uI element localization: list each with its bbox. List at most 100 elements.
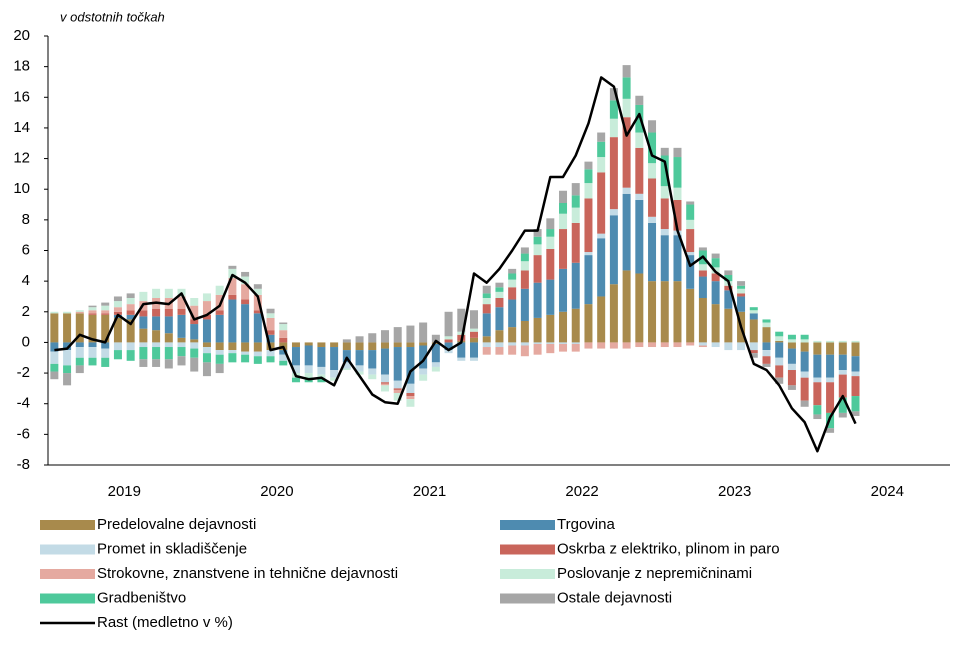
x-tick-label: 2023 bbox=[718, 483, 751, 500]
bar bbox=[711, 273, 720, 282]
bar bbox=[838, 397, 847, 413]
bar bbox=[749, 353, 758, 358]
bar bbox=[152, 342, 161, 348]
bar bbox=[126, 314, 135, 320]
bar bbox=[279, 350, 288, 355]
bar bbox=[177, 308, 186, 315]
legend-label: Predelovalne dejavnosti bbox=[97, 516, 256, 533]
bar bbox=[673, 187, 682, 200]
bar bbox=[546, 343, 555, 354]
bar bbox=[520, 320, 529, 343]
bar bbox=[266, 356, 275, 363]
x-tick-label: 2022 bbox=[565, 483, 598, 500]
y-tick-label: -8 bbox=[17, 456, 30, 473]
bar bbox=[330, 377, 339, 381]
bar bbox=[851, 376, 860, 397]
bar bbox=[775, 340, 784, 343]
bar bbox=[253, 294, 262, 311]
bar bbox=[317, 342, 326, 348]
bar bbox=[139, 316, 148, 329]
bar bbox=[838, 374, 847, 398]
x-tick-label: 2024 bbox=[871, 483, 904, 500]
bar bbox=[660, 186, 669, 199]
bar bbox=[393, 392, 402, 401]
bar bbox=[393, 380, 402, 389]
bar bbox=[164, 333, 173, 343]
bar bbox=[635, 342, 644, 348]
bar bbox=[482, 285, 491, 294]
bar bbox=[508, 327, 517, 343]
bar bbox=[126, 350, 135, 361]
bar bbox=[482, 304, 491, 314]
bar bbox=[559, 190, 568, 204]
bar bbox=[228, 342, 237, 351]
bar bbox=[164, 316, 173, 334]
bar bbox=[762, 363, 771, 367]
legend-swatch bbox=[40, 520, 95, 530]
bar bbox=[546, 314, 555, 343]
bar bbox=[241, 271, 250, 277]
y-tick-label: 14 bbox=[13, 119, 30, 136]
bar bbox=[787, 370, 796, 386]
bar bbox=[228, 278, 237, 295]
bar bbox=[75, 310, 84, 312]
bar bbox=[266, 350, 275, 357]
bar bbox=[482, 297, 491, 305]
bar bbox=[113, 301, 122, 308]
bar bbox=[775, 336, 784, 341]
bar bbox=[737, 285, 746, 289]
bar bbox=[431, 366, 440, 372]
bar bbox=[202, 362, 211, 377]
y-tick-label: -6 bbox=[17, 425, 30, 442]
bar bbox=[380, 330, 389, 343]
bar bbox=[380, 374, 389, 383]
bar bbox=[241, 342, 250, 352]
bar bbox=[533, 229, 542, 237]
legend-swatch bbox=[500, 544, 555, 555]
bar bbox=[101, 348, 110, 358]
bar bbox=[533, 244, 542, 256]
bar bbox=[622, 117, 631, 188]
bar bbox=[406, 342, 415, 348]
bar bbox=[266, 308, 275, 314]
bar bbox=[482, 336, 491, 343]
bar bbox=[546, 236, 555, 249]
bar bbox=[317, 366, 326, 375]
bar bbox=[190, 305, 199, 320]
bar bbox=[88, 342, 97, 348]
bar bbox=[291, 365, 300, 374]
bar bbox=[113, 311, 122, 315]
bar bbox=[635, 104, 644, 133]
bar bbox=[686, 219, 695, 230]
bar bbox=[139, 291, 148, 302]
bar bbox=[393, 342, 402, 348]
bar bbox=[495, 330, 504, 343]
bar bbox=[533, 255, 542, 283]
bar bbox=[368, 350, 377, 369]
bar bbox=[75, 313, 84, 343]
legend-swatch bbox=[500, 593, 555, 604]
y-tick-label: 0 bbox=[22, 333, 30, 350]
bar bbox=[50, 371, 59, 380]
bar bbox=[571, 183, 580, 196]
bar bbox=[279, 354, 288, 361]
bar bbox=[711, 253, 720, 259]
bar bbox=[686, 201, 695, 205]
bar bbox=[622, 342, 631, 349]
bar bbox=[215, 314, 224, 343]
bar bbox=[190, 342, 199, 349]
bar bbox=[648, 216, 657, 223]
bar bbox=[711, 304, 720, 343]
bar bbox=[126, 319, 135, 343]
bar bbox=[177, 337, 186, 343]
bar bbox=[482, 347, 491, 355]
legend-swatch bbox=[40, 569, 95, 579]
bar bbox=[686, 255, 695, 289]
bar bbox=[88, 313, 97, 315]
bar bbox=[139, 359, 148, 367]
bar bbox=[253, 310, 262, 314]
bar bbox=[431, 362, 440, 367]
bar bbox=[317, 347, 326, 367]
bar bbox=[152, 359, 161, 367]
bar bbox=[228, 353, 237, 363]
